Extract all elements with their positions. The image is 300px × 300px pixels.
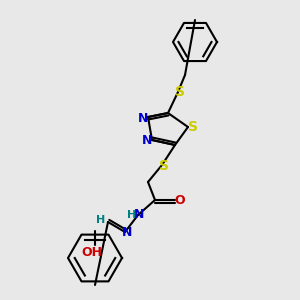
Text: O: O bbox=[175, 194, 185, 206]
Text: N: N bbox=[138, 112, 148, 124]
Text: S: S bbox=[188, 120, 198, 134]
Text: S: S bbox=[175, 85, 185, 99]
Text: OH: OH bbox=[82, 247, 103, 260]
Text: N: N bbox=[142, 134, 152, 148]
Text: N: N bbox=[134, 208, 144, 221]
Text: S: S bbox=[159, 159, 169, 173]
Text: N: N bbox=[122, 226, 132, 238]
Text: H: H bbox=[128, 210, 136, 220]
Text: H: H bbox=[96, 215, 106, 225]
